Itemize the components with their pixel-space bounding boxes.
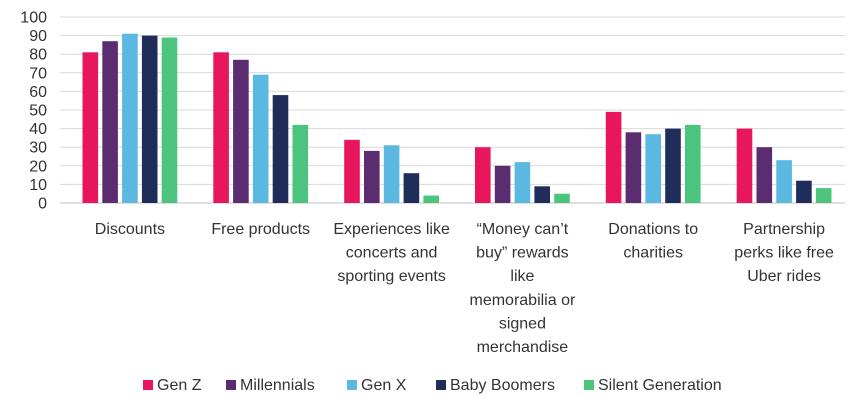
bar-gen-x-5 [776,160,792,203]
category-label-line: Partnership [743,221,825,238]
bar-millennials-4 [625,132,642,203]
legend-swatch [584,380,594,390]
bar-silent-generation-5 [815,188,832,203]
bar-gen-x-4 [645,134,661,203]
bar-gen-z-0 [82,52,99,203]
legend-label: Millennials [240,377,315,394]
bar-gen-x-2 [383,145,400,203]
category-label-line: Donations to [608,221,698,238]
y-tick-label: 30 [29,140,47,157]
bar-baby-boomers-2 [403,173,420,203]
category-labels: Discounts Free products Experiences like co… [95,221,834,356]
legend-swatch [143,380,153,390]
legend-swatch [347,380,357,390]
category-label: Discounts [95,221,165,238]
category-label: Free products [211,221,310,238]
category-label: Donations to charities [608,221,698,262]
bar-gen-z-4 [605,111,622,203]
legend-label: Silent Generation [598,377,722,394]
bar-baby-boomers-4 [665,128,681,203]
y-tick-label: 10 [29,177,47,194]
bar-silent-generation-3 [554,193,570,203]
category-label-line: Uber rides [747,268,821,285]
bar-baby-boomers-1 [272,95,289,203]
bar-millennials-0 [102,41,118,204]
y-tick-label: 40 [29,121,47,138]
y-tick-label: 50 [29,103,47,120]
y-tick-label: 100 [20,10,47,27]
category-label: Experiences like concerts and sporting eve… [333,221,450,285]
bar-baby-boomers-5 [796,180,812,203]
category-label-line: signed [499,315,546,332]
category-label-line: sporting events [337,268,446,285]
category-label-line: charities [623,245,683,262]
bar-gen-z-5 [736,128,753,203]
bar-millennials-3 [494,165,511,203]
category-label-line: Discounts [95,221,165,238]
bar-millennials-1 [233,59,249,203]
y-tick-label: 60 [29,84,47,101]
category-label: “Money can’t buy” rewards like memorabilia … [469,221,575,356]
category-label-line: like [510,268,534,285]
bar-baby-boomers-3 [534,186,550,203]
bar-silent-generation-2 [423,195,439,203]
y-tick-label: 70 [29,65,47,82]
legend-swatch [226,380,236,390]
bar-silent-generation-0 [161,37,178,203]
category-label-line: Free products [211,221,310,238]
y-tick-label: 20 [29,158,47,175]
bar-gen-z-1 [213,52,229,203]
y-tick-label: 0 [38,196,47,213]
category-label-line: perks like free [734,245,834,262]
category-label-line: merchandise [477,339,569,356]
bar-millennials-5 [756,147,773,203]
category-label-line: concerts and [346,245,438,262]
gridlines [60,16,845,204]
bar-gen-x-0 [122,33,138,204]
legend-label: Gen X [361,377,407,394]
category-label-line: buy” rewards [476,245,568,262]
category-label-line: Experiences like [333,221,450,238]
bar-silent-generation-1 [292,124,309,203]
bar-baby-boomers-0 [141,35,158,203]
legend-swatch [436,380,446,390]
bar-gen-z-2 [344,139,360,203]
category-label-line: memorabilia or [469,292,575,309]
legend-label: Gen Z [157,377,202,394]
legend-label: Baby Boomers [450,377,555,394]
bar-gen-x-1 [252,74,269,203]
y-tick-label: 90 [29,28,47,45]
y-tick-label: 80 [29,47,47,64]
category-label-line: “Money can’t [477,221,569,238]
legend: Gen Z Millennials Gen X Baby Boomers Silent … [143,377,722,394]
bars [82,33,832,204]
category-label: Partnership perks like free Uber rides [734,221,834,285]
bar-gen-z-3 [475,147,491,203]
bar-millennials-2 [364,150,380,203]
bar-gen-x-3 [514,162,531,203]
bar-silent-generation-4 [685,124,701,203]
